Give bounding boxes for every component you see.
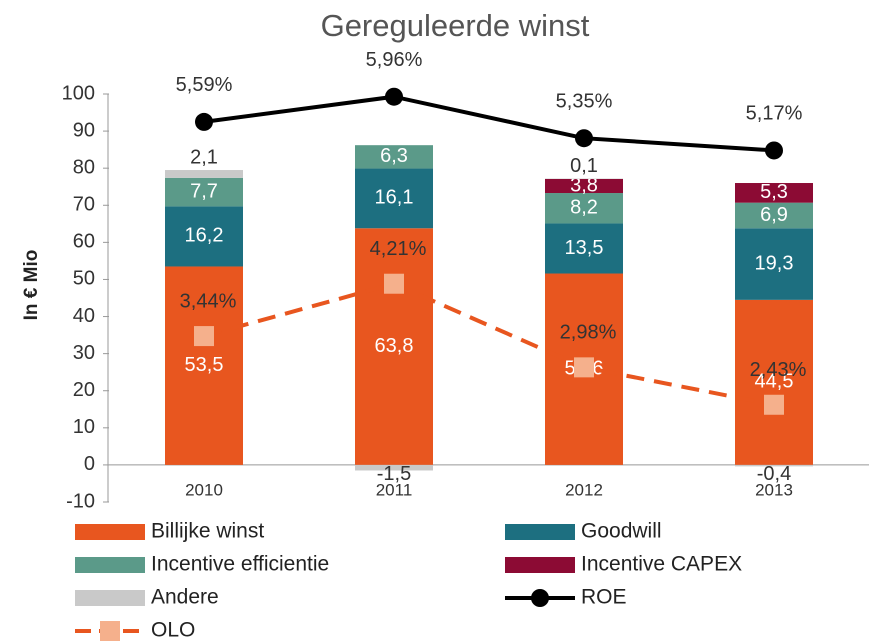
marker xyxy=(195,112,213,131)
data-label: 6,9 xyxy=(760,204,788,226)
data-label: 0,1 xyxy=(570,155,598,177)
data-label: 13,5 xyxy=(565,237,604,259)
y-tick-label: 90 xyxy=(73,119,95,141)
legend-swatch xyxy=(75,524,145,540)
marker xyxy=(575,129,593,148)
y-tick-label: 60 xyxy=(73,231,95,253)
data-label: 7,7 xyxy=(190,180,218,202)
data-label: -0,4 xyxy=(757,463,791,485)
legend-label: OLO xyxy=(151,619,195,642)
data-label: 5,35% xyxy=(556,90,613,112)
bar-segment xyxy=(735,183,813,203)
data-label: 2,98% xyxy=(560,322,617,344)
marker xyxy=(574,357,594,378)
legend-label: ROE xyxy=(581,586,627,609)
data-label: 5,17% xyxy=(746,103,803,125)
bar-segment xyxy=(165,206,243,267)
legend-label: Goodwill xyxy=(581,520,662,543)
legend-swatch xyxy=(75,557,145,573)
bar-segment xyxy=(165,170,243,178)
marker xyxy=(385,87,403,106)
bar-segment xyxy=(735,299,813,465)
bar-segment xyxy=(355,464,433,471)
data-label: 16,2 xyxy=(185,225,224,247)
data-label: 63,8 xyxy=(375,335,414,357)
y-tick-label: 40 xyxy=(73,305,95,327)
bar-segment xyxy=(545,178,623,194)
marker xyxy=(765,141,783,160)
data-label: 53,5 xyxy=(185,354,224,376)
y-tick-label: 100 xyxy=(62,82,95,104)
bar-segment xyxy=(355,168,433,229)
data-label: 3,44% xyxy=(180,290,237,312)
bar-segment xyxy=(545,223,623,274)
legend-swatch xyxy=(505,557,575,573)
data-label: 44,5 xyxy=(755,371,794,393)
data-label: 5,3 xyxy=(760,181,788,203)
legend-marker xyxy=(100,621,120,641)
bar-segment xyxy=(735,202,813,229)
x-tick-label: 2013 xyxy=(755,480,793,499)
y-axis-title: In € Mio xyxy=(21,250,42,321)
legend-marker xyxy=(531,589,549,607)
legend-label: Billijke winst xyxy=(151,520,264,543)
x-tick-label: 2012 xyxy=(565,480,603,499)
line-olo xyxy=(203,281,775,407)
y-tick-label: 80 xyxy=(73,156,95,178)
marker xyxy=(194,326,214,347)
bar-segment xyxy=(355,228,433,465)
x-tick-label: 2011 xyxy=(376,480,413,499)
data-label: 5,59% xyxy=(176,74,233,96)
legend-label: Andere xyxy=(151,586,219,609)
data-label: -1,5 xyxy=(377,463,411,485)
marker xyxy=(384,273,404,294)
x-tick-label: 2010 xyxy=(185,480,223,499)
data-label: 8,2 xyxy=(570,197,598,219)
data-label: 6,3 xyxy=(380,145,408,167)
y-tick-label: -10 xyxy=(66,490,95,512)
y-tick-label: 20 xyxy=(73,379,95,401)
data-label: 19,3 xyxy=(755,252,794,274)
bar-segment xyxy=(545,193,623,224)
bar-segment xyxy=(165,177,243,207)
data-label: 16,1 xyxy=(375,187,414,209)
legend-label: Incentive efficientie xyxy=(151,553,329,576)
chart-title: Gereguleerde winst xyxy=(321,8,590,43)
y-tick-label: 70 xyxy=(73,194,95,216)
y-tick-label: 50 xyxy=(73,268,95,290)
y-tick-label: 10 xyxy=(73,416,95,438)
legend-swatch xyxy=(505,524,575,540)
bar-segment xyxy=(735,228,813,300)
y-tick-label: 30 xyxy=(73,342,95,364)
legend-swatch xyxy=(75,590,145,606)
y-tick-label: 0 xyxy=(84,453,95,475)
data-label: 5,96% xyxy=(366,49,423,71)
data-label: 3,8 xyxy=(570,174,598,196)
bar-segment xyxy=(165,266,243,465)
data-label: 2,43% xyxy=(750,359,807,381)
data-label: 4,21% xyxy=(370,238,427,260)
bar-segment xyxy=(355,145,433,169)
legend-label: Incentive CAPEX xyxy=(581,553,742,576)
bar-segment xyxy=(735,464,813,467)
line-roe xyxy=(203,94,775,153)
data-label: 2,1 xyxy=(190,146,218,168)
marker xyxy=(764,394,784,415)
